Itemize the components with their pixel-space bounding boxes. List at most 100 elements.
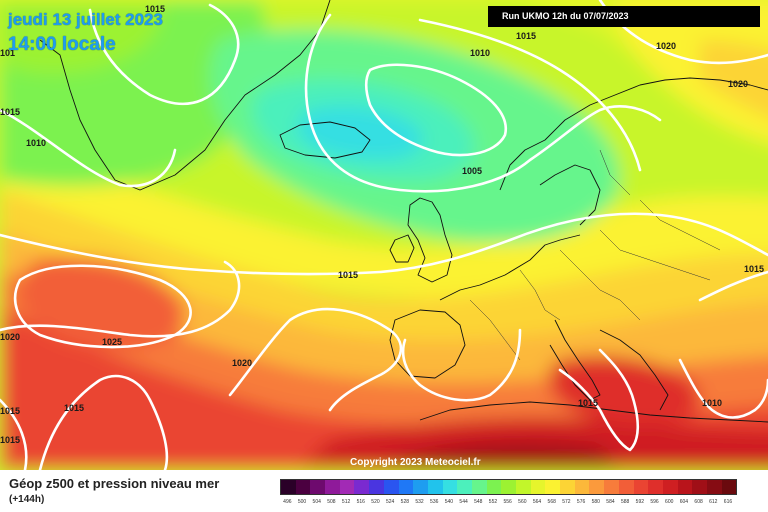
color-scale-tick-label: 520: [371, 499, 380, 505]
color-scale-tick-label: 600: [665, 499, 674, 505]
isobar-1015-atlantic: [0, 398, 28, 470]
run-info-banner: Run UKMO 12h du 07/07/2023: [488, 6, 760, 27]
color-swatch: [281, 480, 296, 494]
isobar-label-1015-norway: 1015: [516, 31, 536, 41]
color-scale-tick-label: 604: [679, 499, 689, 505]
color-swatch: [648, 480, 663, 494]
color-scale-tick-label: 588: [620, 499, 630, 505]
italy-coast: [549, 319, 601, 401]
iberia-coast: [389, 309, 466, 379]
isobar-1010-mid: [418, 18, 642, 172]
geopotential-map: 1015 1015 1020 1010 1020 1010 1005 1015 …: [0, 0, 768, 470]
isobar-label-1015-center: 1015: [338, 270, 358, 280]
color-swatch: [369, 480, 384, 494]
color-swatch: [457, 480, 472, 494]
color-swatch: [325, 480, 340, 494]
isobar-label-1010-mid: 1010: [470, 48, 490, 58]
british-isles-coast: [407, 197, 453, 283]
iceland-coast: [279, 121, 371, 159]
color-scale-tick-label: 512: [341, 499, 351, 505]
isobar-label-1015-top: 1015: [145, 4, 165, 14]
isobar-1015-north: [88, 3, 240, 106]
isobar-label-1010-left: 1010: [26, 138, 46, 148]
color-scale-tick-label: 592: [635, 499, 645, 505]
isobar-label-1015-left-edge-bottom: 1015: [0, 435, 20, 445]
isobar-label-1020-ne: 1020: [656, 41, 676, 51]
isobar-label-1015-atlantic: 1015: [64, 403, 84, 413]
isobar-1015-med: [401, 328, 522, 402]
isobar-1010-north: [0, 108, 177, 188]
geopotential-color-field: [0, 0, 768, 470]
color-swatch: [560, 480, 575, 494]
color-swatch: [354, 480, 370, 494]
isobar-1025-ring: [13, 264, 192, 349]
color-swatch: [427, 480, 443, 494]
isobar-1005: [304, 13, 662, 193]
isobar-label-1015-left-edge-top: 1015: [0, 406, 20, 416]
lead-time: (+144h): [9, 494, 45, 505]
coastlines: [39, 0, 768, 423]
color-scale-tick-label: 504: [312, 499, 321, 505]
color-scale-ticks: 496 500 504 508 512 516 520 524 528 532 536 540 544 5…: [280, 499, 735, 505]
isobar-label-1015-left-edge: 1015: [0, 107, 20, 117]
color-scale-tick-label: 612: [709, 499, 718, 505]
color-scale-tick-label: 508: [327, 499, 336, 505]
color-swatch: [471, 480, 487, 494]
color-scale-tick-label: 564: [532, 499, 542, 505]
color-swatch: [721, 480, 737, 494]
color-swatch: [677, 480, 693, 494]
map-title: Géop z500 et pression niveau mer: [9, 476, 220, 491]
north-africa-coast: [419, 401, 768, 423]
isobar-1005-inner: [364, 63, 508, 157]
color-swatch: [589, 480, 605, 494]
color-scale-tick-label: 524: [385, 499, 395, 505]
forecast-time: 14:00 locale: [8, 34, 116, 55]
color-swatch: [545, 480, 561, 494]
isobar-1015-italy: [558, 348, 640, 452]
isobar-1015-main: [0, 212, 768, 276]
color-swatch: [398, 480, 414, 494]
color-swatch: [413, 480, 428, 494]
isobar-1015-sw: [38, 374, 169, 470]
isobar-label-1015-mediterranean: 1015: [578, 398, 598, 408]
color-scale-tick-label: 580: [591, 499, 600, 505]
color-scale-tick-label: 556: [503, 499, 512, 505]
copyright-notice: Copyright 2023 Meteociel.fr: [350, 457, 481, 468]
balkans-coast: [599, 329, 669, 411]
color-swatch: [692, 480, 707, 494]
color-swatch: [501, 480, 516, 494]
color-swatch: [574, 480, 590, 494]
isobar-label-1020-east: 1020: [728, 79, 748, 89]
color-scale-tick-label: 548: [474, 499, 483, 505]
color-swatch: [310, 480, 326, 494]
isobar-label-1005: 1005: [462, 166, 482, 176]
scandinavia-coast-2: [539, 164, 601, 226]
color-scale-tick-label: 596: [650, 499, 659, 505]
isobar-1010-se: [678, 358, 768, 419]
isobar-label-1025: 1025: [102, 337, 122, 347]
ireland-coast: [389, 234, 415, 263]
color-swatch: [662, 480, 678, 494]
color-swatch: [383, 480, 399, 494]
legend-bar: Géop z500 et pression niveau mer (+144h)…: [0, 470, 768, 512]
color-scale-tick-label: 496: [283, 499, 292, 505]
color-scale-tick-label: 552: [488, 499, 498, 505]
europe-coast: [439, 234, 581, 301]
color-scale-tick-label: 532: [415, 499, 424, 505]
isobar-label-1020-sw: 1020: [232, 358, 252, 368]
color-scale-tick-label: 572: [562, 499, 571, 505]
isobar-label-1020-left: 1020: [0, 332, 20, 342]
color-swatch: [604, 480, 619, 494]
color-scale-tick-label: 516: [356, 499, 365, 505]
isobar-labels: 1015 1015 1020 1010 1020 1010 1005 1015 …: [0, 4, 764, 445]
color-scale-tick-label: 560: [518, 499, 527, 505]
color-swatch: [295, 480, 311, 494]
color-scale-tick-label: 576: [576, 499, 586, 505]
color-swatch: [486, 480, 502, 494]
isobar-label-1010-se: 1010: [702, 398, 722, 408]
forecast-date: jeudi 13 juillet 2023: [8, 10, 163, 29]
greenland-coast: [39, 0, 331, 191]
color-scale-tick-label: 528: [400, 499, 410, 505]
isobar-1015-east: [698, 270, 768, 302]
